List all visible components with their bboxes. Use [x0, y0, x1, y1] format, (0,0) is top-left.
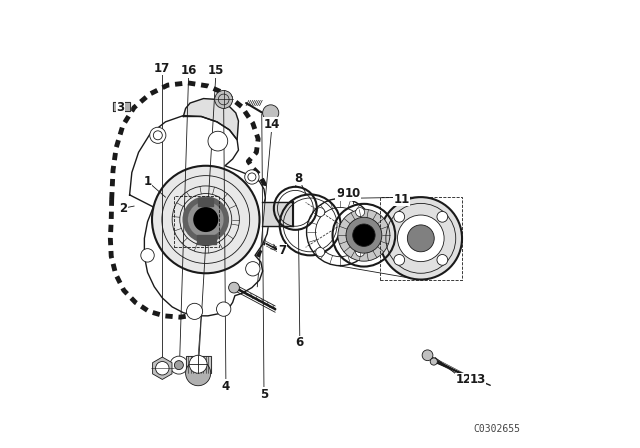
Circle shape — [152, 166, 260, 273]
Circle shape — [189, 355, 207, 373]
Circle shape — [189, 202, 223, 237]
Circle shape — [208, 131, 228, 151]
Polygon shape — [152, 357, 172, 379]
Circle shape — [186, 361, 211, 386]
Polygon shape — [262, 202, 293, 226]
Polygon shape — [129, 116, 269, 316]
Circle shape — [316, 248, 324, 257]
Text: 12: 12 — [455, 373, 472, 387]
Circle shape — [246, 262, 260, 276]
Text: 10: 10 — [344, 187, 361, 200]
Text: 9: 9 — [336, 187, 344, 200]
Circle shape — [244, 170, 259, 184]
Circle shape — [156, 362, 169, 375]
Circle shape — [353, 224, 375, 246]
Bar — [380, 197, 462, 280]
Circle shape — [430, 358, 437, 365]
Circle shape — [437, 211, 448, 222]
Text: 4: 4 — [222, 379, 230, 393]
Circle shape — [346, 217, 382, 253]
Circle shape — [188, 202, 223, 237]
Circle shape — [170, 356, 188, 374]
Text: 2: 2 — [119, 202, 127, 215]
Circle shape — [422, 350, 433, 361]
Circle shape — [437, 254, 448, 265]
Circle shape — [214, 90, 232, 108]
Text: 17: 17 — [154, 61, 170, 75]
Polygon shape — [198, 198, 213, 206]
Circle shape — [174, 361, 183, 370]
Text: 5: 5 — [260, 388, 268, 401]
Polygon shape — [113, 102, 131, 111]
Text: 3: 3 — [116, 101, 125, 114]
Polygon shape — [186, 356, 211, 373]
Text: 14: 14 — [264, 118, 280, 131]
Circle shape — [262, 105, 279, 121]
Circle shape — [150, 127, 166, 143]
Text: C0302655: C0302655 — [474, 424, 520, 434]
Text: 1: 1 — [143, 175, 152, 188]
Text: 15: 15 — [208, 64, 224, 78]
Circle shape — [394, 254, 404, 265]
Text: 8: 8 — [294, 172, 303, 185]
Circle shape — [356, 248, 365, 257]
Circle shape — [394, 211, 404, 222]
Circle shape — [407, 225, 434, 252]
Circle shape — [228, 282, 239, 293]
Text: 7: 7 — [278, 244, 286, 258]
Circle shape — [338, 209, 390, 261]
Polygon shape — [183, 99, 239, 140]
Text: 13: 13 — [470, 373, 486, 387]
Circle shape — [316, 207, 324, 216]
Circle shape — [141, 249, 154, 262]
Circle shape — [397, 215, 444, 262]
Text: 16: 16 — [180, 64, 197, 78]
Circle shape — [182, 196, 229, 243]
Text: 6: 6 — [296, 336, 304, 349]
Polygon shape — [196, 235, 216, 244]
Circle shape — [356, 207, 365, 216]
Circle shape — [186, 303, 203, 319]
Bar — [174, 196, 219, 247]
Circle shape — [193, 207, 218, 232]
Text: 11: 11 — [394, 193, 410, 206]
Circle shape — [380, 197, 462, 280]
Circle shape — [216, 302, 231, 316]
